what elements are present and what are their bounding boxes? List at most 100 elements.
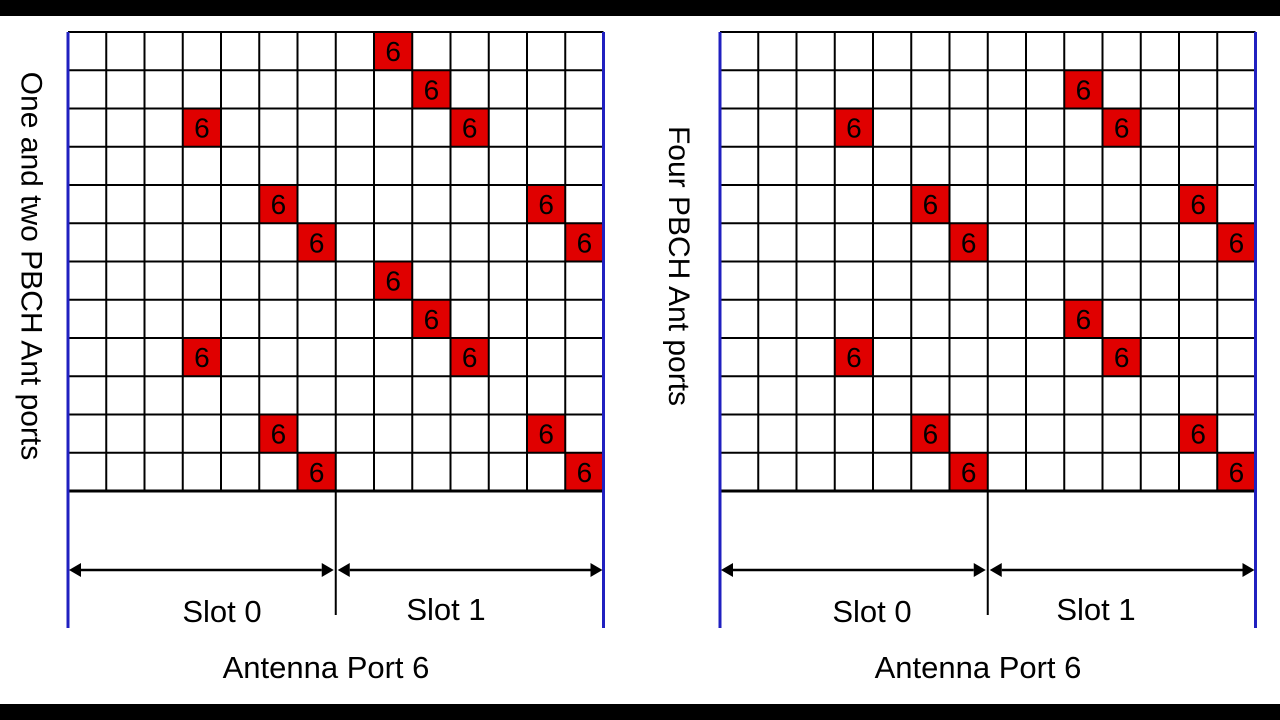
reference-signal-label: 6	[1229, 227, 1245, 258]
reference-signal-cell: 6	[834, 338, 873, 377]
reference-signal-cell: 6	[297, 223, 336, 262]
reference-signal-fill	[182, 108, 221, 147]
slot0-span-arrow	[69, 563, 334, 577]
right-side-label: Four PBCH Ant ports	[662, 125, 696, 407]
slot1-span-arrow	[337, 563, 603, 577]
reference-signal-label: 6	[1076, 74, 1092, 105]
reference-signal-fill	[527, 185, 566, 224]
right-antenna-port-label: Antenna Port 6	[874, 650, 1082, 685]
reference-signal-fill	[527, 414, 566, 453]
reference-signal-cell: 6	[1179, 414, 1218, 453]
reference-signal-fill	[259, 414, 298, 453]
reference-signal-label: 6	[194, 113, 210, 144]
reference-signal-fill	[911, 414, 950, 453]
reference-signal-fill	[1102, 108, 1141, 147]
reference-signal-fill	[1179, 185, 1218, 224]
left-slot0-label: Slot 0	[182, 594, 262, 629]
reference-signal-label: 6	[271, 189, 287, 220]
reference-signal-fill	[182, 338, 221, 377]
reference-signal-fill	[1217, 452, 1256, 491]
reference-signal-label: 6	[1190, 419, 1206, 450]
reference-signal-fill	[834, 338, 873, 377]
reference-signal-label: 6	[424, 74, 440, 105]
arrow-head-left	[989, 563, 1002, 577]
reference-signal-label: 6	[846, 113, 862, 144]
reference-signal-label: 6	[385, 36, 401, 67]
reference-signal-fill	[949, 223, 988, 262]
left-slot1-label: Slot 1	[406, 592, 486, 627]
reference-signal-cell: 6	[1217, 452, 1256, 491]
reference-signal-fill	[911, 185, 950, 224]
reference-signal-cell: 6	[911, 185, 950, 224]
slot1-span-arrow	[989, 563, 1255, 577]
reference-signal-label: 6	[538, 419, 554, 450]
reference-signal-fill	[297, 223, 336, 262]
reference-signal-cell: 6	[182, 108, 221, 147]
reference-signal-cell: 6	[949, 452, 988, 491]
reference-signal-cell: 6	[412, 70, 451, 109]
left-antenna-port-label: Antenna Port 6	[222, 650, 430, 685]
reference-signal-label: 6	[309, 457, 325, 488]
reference-signal-fill	[450, 338, 489, 377]
reference-signal-label: 6	[846, 342, 862, 373]
reference-signal-fill	[297, 452, 336, 491]
reference-signal-cell: 6	[450, 108, 489, 147]
reference-signal-label: 6	[538, 189, 554, 220]
arrow-head-left	[337, 563, 350, 577]
reference-signal-label: 6	[961, 227, 977, 258]
bottom-letterbox-bar	[0, 704, 1280, 720]
right-slot1-label: Slot 1	[1056, 592, 1136, 627]
reference-signal-fill	[1179, 414, 1218, 453]
reference-signal-fill	[565, 452, 604, 491]
reference-signal-cell: 6	[527, 414, 566, 453]
reference-signal-cell: 6	[1064, 70, 1103, 109]
reference-signal-cell: 6	[297, 452, 336, 491]
reference-signal-cell: 6	[949, 223, 988, 262]
reference-signal-cell: 6	[1102, 338, 1141, 377]
reference-signal-fill	[565, 223, 604, 262]
reference-signal-fill	[1102, 338, 1141, 377]
reference-signal-cell: 6	[1102, 108, 1141, 147]
reference-signal-label: 6	[385, 266, 401, 297]
reference-signal-fill	[412, 299, 451, 338]
arrow-head-right	[973, 563, 986, 577]
reference-signal-cell: 6	[1217, 223, 1256, 262]
reference-signal-cell: 6	[527, 185, 566, 224]
reference-signal-cell: 6	[412, 299, 451, 338]
reference-signal-label: 6	[923, 419, 939, 450]
reference-signal-label: 6	[424, 304, 440, 335]
reference-signal-fill	[834, 108, 873, 147]
reference-signal-cell: 6	[834, 108, 873, 147]
reference-signal-fill	[374, 32, 413, 71]
reference-signal-cell: 6	[259, 414, 298, 453]
arrow-head-left	[721, 563, 733, 577]
arrow-head-right	[590, 563, 603, 577]
reference-signal-label: 6	[271, 419, 287, 450]
slot0-span-arrow	[721, 563, 986, 577]
reference-signal-cell: 6	[374, 32, 413, 71]
reference-signal-label: 6	[462, 342, 478, 373]
reference-signal-label: 6	[194, 342, 210, 373]
reference-signal-cell: 6	[182, 338, 221, 377]
top-letterbox-bar	[0, 0, 1280, 16]
reference-signal-fill	[450, 108, 489, 147]
reference-signal-cell: 6	[1179, 185, 1218, 224]
reference-signal-label: 6	[1190, 189, 1206, 220]
reference-signal-fill	[259, 185, 298, 224]
reference-signal-cell: 6	[374, 261, 413, 300]
reference-signal-cell: 6	[259, 185, 298, 224]
reference-signal-label: 6	[462, 113, 478, 144]
reference-signal-fill	[412, 70, 451, 109]
arrow-head-right	[321, 563, 334, 577]
right-slot0-label: Slot 0	[832, 594, 912, 629]
reference-signal-label: 6	[577, 457, 593, 488]
reference-signal-label: 6	[1114, 113, 1130, 144]
reference-signal-cell: 6	[565, 223, 604, 262]
reference-signal-cell: 6	[1064, 299, 1103, 338]
arrow-head-right	[1242, 563, 1255, 577]
reference-signal-label: 6	[1076, 304, 1092, 335]
